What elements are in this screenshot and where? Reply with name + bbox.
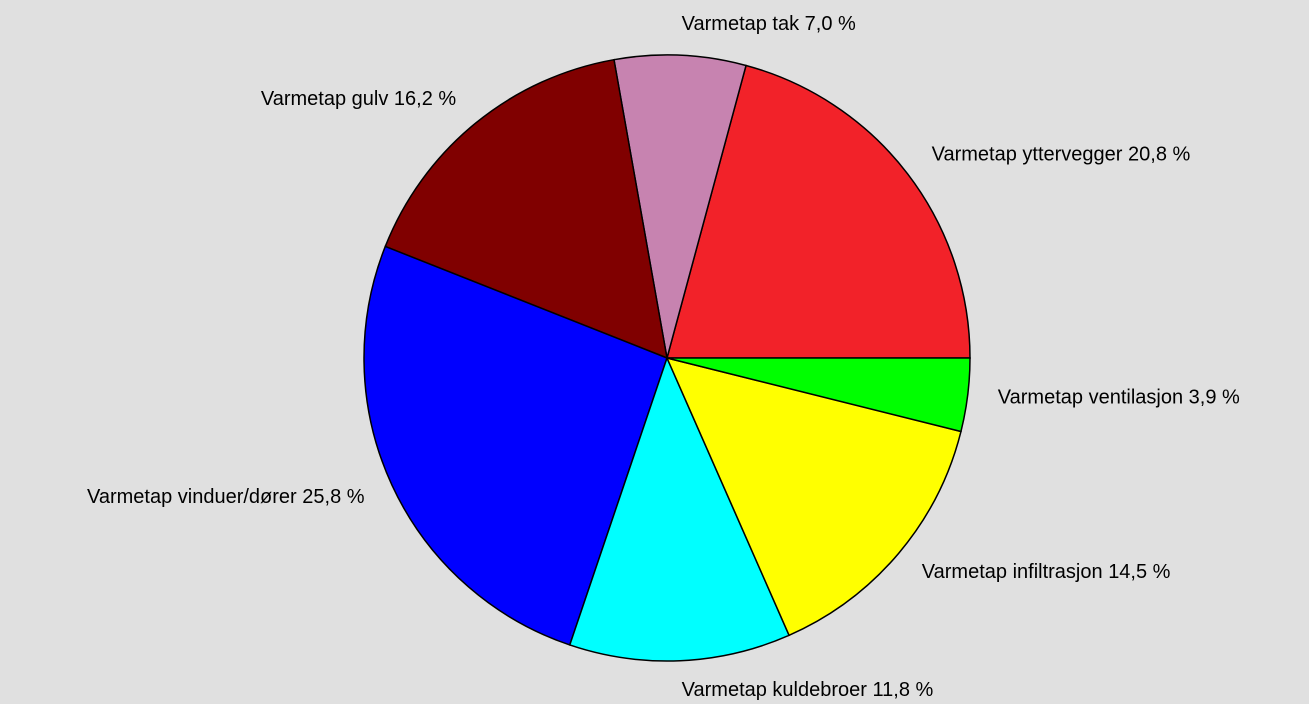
slice-category: Varmetap kuldebroer (682, 679, 868, 701)
slice-category: Varmetap infiltrasjon (922, 561, 1103, 583)
slice-value-label: 3,9 % (1189, 387, 1240, 409)
pie-slice (384, 58, 668, 360)
slice-value-label: 16,2 % (394, 88, 456, 110)
pie-slice (665, 356, 962, 637)
slice-category: Varmetap tak (682, 13, 800, 35)
pie-slice (363, 245, 668, 646)
pie-slice (666, 357, 971, 433)
slice-label: Varmetap gulv 16,2 % (261, 88, 457, 110)
slice-category: Varmetap ventilasjon (998, 387, 1183, 409)
slice-category: Varmetap yttervegger (932, 144, 1123, 166)
pie-slice (568, 355, 791, 662)
slice-label: Varmetap vinduer/dører 25,8 % (87, 486, 365, 508)
slice-value-label: 11,8 % (873, 679, 934, 701)
slice-label: Varmetap kuldebroer 11,8 % (682, 679, 934, 701)
pie-slice (666, 64, 971, 359)
slice-value-label: 14,5 % (1108, 561, 1170, 583)
slice-label: Varmetap ventilasjon 3,9 % (998, 387, 1240, 409)
pie-slice (613, 54, 747, 359)
slice-value-label: 7,0 % (805, 13, 856, 35)
slice-value-label: 25,8 % (302, 486, 364, 508)
slice-label: Varmetap yttervegger 20,8 % (932, 144, 1191, 166)
slice-label: Varmetap tak 7,0 % (682, 13, 856, 35)
slice-category: Varmetap vinduer/dører (87, 486, 297, 508)
slice-category: Varmetap gulv (261, 88, 388, 110)
slice-value-label: 20,8 % (1128, 144, 1190, 166)
slice-label: Varmetap infiltrasjon 14,5 % (922, 561, 1171, 583)
